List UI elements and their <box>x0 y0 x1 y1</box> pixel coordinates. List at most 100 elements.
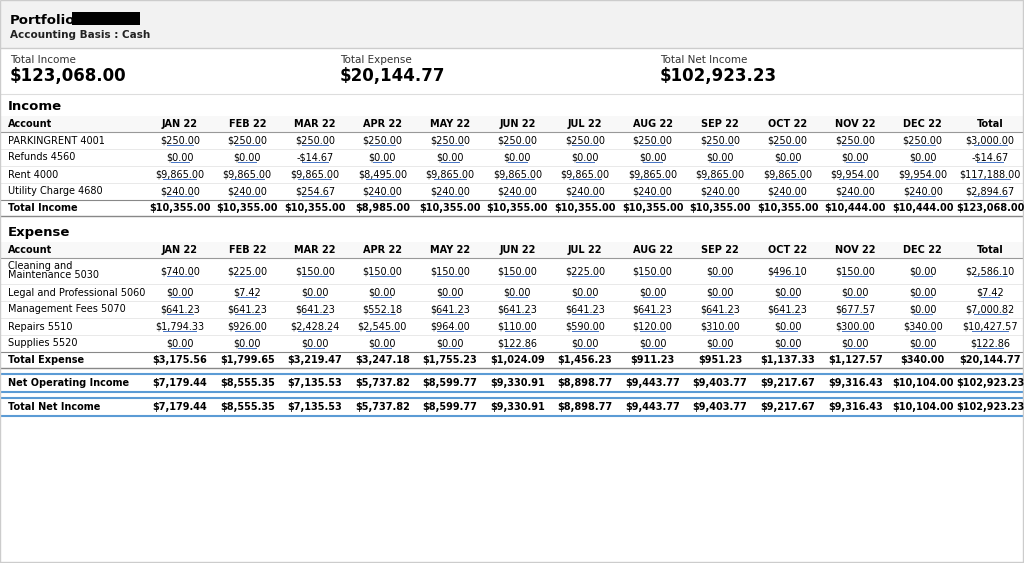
Text: $1,799.65: $1,799.65 <box>220 355 274 365</box>
Text: $9,217.67: $9,217.67 <box>760 403 815 413</box>
Text: AUG 22: AUG 22 <box>633 119 673 129</box>
Text: AUG 22: AUG 22 <box>633 245 673 255</box>
Text: NOV 22: NOV 22 <box>835 245 876 255</box>
Text: $9,865.00: $9,865.00 <box>628 169 677 180</box>
Text: $10,355.00: $10,355.00 <box>150 203 211 213</box>
Text: $250.00: $250.00 <box>768 136 808 145</box>
Text: $0.00: $0.00 <box>369 338 396 348</box>
Text: Cleaning and: Cleaning and <box>8 261 73 271</box>
Text: $7.42: $7.42 <box>976 288 1005 297</box>
Text: $240.00: $240.00 <box>903 186 943 196</box>
Text: $7,135.53: $7,135.53 <box>288 378 342 388</box>
Text: $120.00: $120.00 <box>633 321 673 332</box>
Text: $8,599.77: $8,599.77 <box>423 378 477 388</box>
Text: $250.00: $250.00 <box>633 136 673 145</box>
Text: $8,495.00: $8,495.00 <box>357 169 407 180</box>
Text: $0.00: $0.00 <box>504 288 531 297</box>
Text: $10,355.00: $10,355.00 <box>216 203 279 213</box>
Text: $20,144.77: $20,144.77 <box>959 355 1021 365</box>
Text: $9,403.77: $9,403.77 <box>692 403 748 413</box>
Text: $150.00: $150.00 <box>430 266 470 276</box>
Text: OCT 22: OCT 22 <box>768 245 807 255</box>
Text: $254.67: $254.67 <box>295 186 335 196</box>
Text: $8,555.35: $8,555.35 <box>220 378 274 388</box>
Text: $740.00: $740.00 <box>160 266 200 276</box>
Text: $9,865.00: $9,865.00 <box>560 169 609 180</box>
Text: $0.00: $0.00 <box>436 288 464 297</box>
Text: $7.42: $7.42 <box>233 288 261 297</box>
Text: $0.00: $0.00 <box>909 305 936 315</box>
Text: $10,444.00: $10,444.00 <box>824 203 886 213</box>
Text: $0.00: $0.00 <box>774 153 802 163</box>
Text: Total Expense: Total Expense <box>8 355 84 365</box>
Text: $0.00: $0.00 <box>369 288 396 297</box>
Text: $1,137.33: $1,137.33 <box>760 355 815 365</box>
Text: $7,179.44: $7,179.44 <box>153 378 207 388</box>
Text: $0.00: $0.00 <box>842 153 869 163</box>
Text: $0.00: $0.00 <box>233 338 261 348</box>
Text: $250.00: $250.00 <box>700 136 740 145</box>
Text: $1,127.57: $1,127.57 <box>827 355 883 365</box>
Text: Rent 4000: Rent 4000 <box>8 169 58 180</box>
Text: $0.00: $0.00 <box>639 153 667 163</box>
Text: $9,865.00: $9,865.00 <box>763 169 812 180</box>
Text: Total Net Income: Total Net Income <box>8 403 100 413</box>
Text: $3,247.18: $3,247.18 <box>355 355 410 365</box>
Text: $9,330.91: $9,330.91 <box>490 403 545 413</box>
Text: JAN 22: JAN 22 <box>162 245 198 255</box>
Text: $9,316.43: $9,316.43 <box>827 403 883 413</box>
Text: $0.00: $0.00 <box>774 321 802 332</box>
Text: $1,024.09: $1,024.09 <box>490 355 545 365</box>
Text: -$14.67: -$14.67 <box>972 153 1009 163</box>
Text: $20,144.77: $20,144.77 <box>340 67 445 85</box>
Text: Legal and Professional 5060: Legal and Professional 5060 <box>8 288 145 297</box>
Text: $0.00: $0.00 <box>707 338 734 348</box>
Text: Net Operating Income: Net Operating Income <box>8 378 129 388</box>
Text: Repairs 5510: Repairs 5510 <box>8 321 73 332</box>
Text: $496.10: $496.10 <box>768 266 808 276</box>
Text: Expense: Expense <box>8 226 71 239</box>
Text: $8,555.35: $8,555.35 <box>220 403 274 413</box>
Text: $926.00: $926.00 <box>227 321 267 332</box>
Text: $0.00: $0.00 <box>774 288 802 297</box>
Text: $641.23: $641.23 <box>633 305 673 315</box>
Text: $9,443.77: $9,443.77 <box>626 378 680 388</box>
Text: SEP 22: SEP 22 <box>701 245 739 255</box>
Text: $150.00: $150.00 <box>633 266 673 276</box>
Text: $9,865.00: $9,865.00 <box>156 169 205 180</box>
Text: $0.00: $0.00 <box>842 288 869 297</box>
Text: $0.00: $0.00 <box>166 153 194 163</box>
Text: Accounting Basis : Cash: Accounting Basis : Cash <box>10 30 151 40</box>
Bar <box>0 116 1024 132</box>
Text: $8,898.77: $8,898.77 <box>557 403 612 413</box>
Text: Management Fees 5070: Management Fees 5070 <box>8 305 126 315</box>
Text: $0.00: $0.00 <box>436 338 464 348</box>
Text: Total: Total <box>977 245 1004 255</box>
Text: $9,865.00: $9,865.00 <box>425 169 474 180</box>
Text: $250.00: $250.00 <box>227 136 267 145</box>
Text: $123,068.00: $123,068.00 <box>956 203 1024 213</box>
Text: MAY 22: MAY 22 <box>430 245 470 255</box>
Text: $10,355.00: $10,355.00 <box>689 203 751 213</box>
Text: $641.23: $641.23 <box>700 305 740 315</box>
Text: $0.00: $0.00 <box>301 288 329 297</box>
Text: $250.00: $250.00 <box>498 136 538 145</box>
Text: $0.00: $0.00 <box>369 153 396 163</box>
Text: NOV 22: NOV 22 <box>835 119 876 129</box>
Text: APR 22: APR 22 <box>362 245 401 255</box>
Text: $3,175.56: $3,175.56 <box>153 355 207 365</box>
Text: $0.00: $0.00 <box>639 338 667 348</box>
Text: Utility Charge 4680: Utility Charge 4680 <box>8 186 102 196</box>
Text: $1,794.33: $1,794.33 <box>156 321 205 332</box>
Text: $122.86: $122.86 <box>970 338 1011 348</box>
Text: $225.00: $225.00 <box>227 266 267 276</box>
Text: $240.00: $240.00 <box>430 186 470 196</box>
Text: $0.00: $0.00 <box>909 153 936 163</box>
Text: JUN 22: JUN 22 <box>500 119 536 129</box>
Text: $150.00: $150.00 <box>362 266 402 276</box>
Text: $1,456.23: $1,456.23 <box>558 355 612 365</box>
Text: $552.18: $552.18 <box>362 305 402 315</box>
Text: $310.00: $310.00 <box>700 321 740 332</box>
Text: Total Income: Total Income <box>8 203 78 213</box>
Text: DEC 22: DEC 22 <box>903 245 942 255</box>
